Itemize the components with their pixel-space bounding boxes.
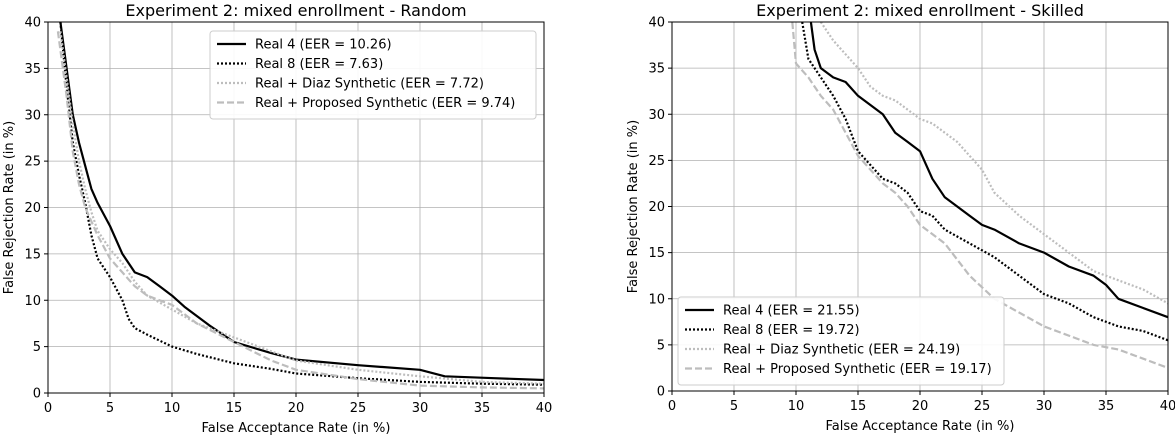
- skilled-chart: 0 5 10 15 20 25 30 35 40 0 5 10 15 20 25 30 35 40 Experime…: [626, 1, 1175, 434]
- chart1-y-tick-label: 35: [648, 62, 665, 77]
- chart0-x-tick-label: 5: [106, 401, 114, 416]
- chart1-y-tick-label: 10: [648, 292, 665, 307]
- chart0-y-tick-label: 0: [33, 387, 41, 402]
- chart0-x-axis-label: False Acceptance Rate (in %): [202, 421, 391, 435]
- chart1-x-tick-label: 5: [730, 399, 738, 414]
- chart1-legend-label-0: Real 4 (EER = 21.55): [723, 304, 860, 319]
- chart0-x-tick-label: 0: [44, 401, 52, 416]
- chart1-y-tick-label: 25: [648, 154, 665, 169]
- chart0-x-tick-label: 40: [536, 401, 553, 416]
- chart1-y-tick-label: 20: [648, 200, 665, 215]
- chart1-y-tick-label: 5: [657, 338, 665, 353]
- chart1-legend: Real 4 (EER = 21.55) Real 8 (EER = 19.72)…: [677, 296, 1005, 386]
- chart0-y-axis-label: False Rejection Rate (in %): [2, 121, 17, 294]
- chart0-legend-label-3: Real + Proposed Synthetic (EER = 9.74): [255, 96, 515, 111]
- chart1-series-line-3: [791, 22, 1168, 369]
- chart0-series-line-2: [59, 31, 544, 385]
- chart0-y-tick-label: 15: [24, 247, 41, 262]
- chart1-series-group: [791, 22, 1168, 369]
- chart1-x-tick-label: 35: [1098, 399, 1115, 414]
- chart0-y-tick-label: 30: [24, 108, 41, 123]
- chart1-series-line-0: [809, 22, 1168, 319]
- chart0-x-tick-label: 20: [288, 401, 305, 416]
- chart0-legend-label-1: Real 8 (EER = 7.63): [255, 57, 383, 72]
- chart0-x-tick-label: 35: [474, 401, 491, 416]
- chart0-series-line-0: [59, 22, 544, 382]
- chart0-y-tick-label: 35: [24, 62, 41, 77]
- chart1-x-tick-label: 0: [668, 399, 676, 414]
- chart0-y-tick-label: 5: [33, 340, 41, 355]
- chart1-x-tick-label: 40: [1160, 399, 1175, 414]
- chart0-legend-box: [209, 30, 537, 120]
- chart1-y-tick-label: 30: [648, 108, 665, 123]
- chart1-legend-box: [677, 296, 1005, 386]
- chart1-x-tick-label: 20: [912, 399, 929, 414]
- chart0-x-tick-label: 15: [226, 401, 243, 416]
- chart0-x-tick-label: 10: [164, 401, 181, 416]
- chart0-y-tick-label: 10: [24, 294, 41, 309]
- chart1-y-tick-label: 0: [657, 385, 665, 400]
- chart1-x-tick-label: 25: [974, 399, 991, 414]
- chart0-y-tick-label: 25: [24, 155, 41, 170]
- chart0-x-tick-label: 25: [350, 401, 367, 416]
- chart1-y-tick-label: 40: [648, 16, 665, 31]
- chart1-x-tick-label: 30: [1036, 399, 1053, 414]
- chart0-legend-label-2: Real + Diaz Synthetic (EER = 7.72): [255, 77, 484, 92]
- random-chart: 0 5 10 15 20 25 30 35 40 0 5 10 15 20 25 30 35 40 Experime…: [2, 1, 552, 435]
- chart0-y-tick-label: 40: [24, 16, 41, 31]
- chart0-y-tick-label: 20: [24, 201, 41, 216]
- chart0-legend-label-0: Real 4 (EER = 10.26): [255, 38, 392, 53]
- chart0-title: Experiment 2: mixed enrollment - Random: [125, 1, 466, 20]
- chart0-series-line-3: [56, 31, 544, 390]
- chart1-x-axis-label: False Acceptance Rate (in %): [826, 419, 1015, 434]
- chart0-x-tick-label: 30: [412, 401, 429, 416]
- chart1-legend-label-2: Real + Diaz Synthetic (EER = 24.19): [723, 343, 960, 358]
- chart1-series-line-1: [801, 22, 1168, 342]
- chart1-y-tick-label: 15: [648, 246, 665, 261]
- chart1-legend-label-1: Real 8 (EER = 19.72): [723, 323, 860, 338]
- chart1-x-tick-label: 15: [850, 399, 867, 414]
- chart1-y-axis-label: False Rejection Rate (in %): [626, 120, 641, 293]
- chart0-series-group: [56, 22, 544, 390]
- chart0-legend: Real 4 (EER = 10.26) Real 8 (EER = 7.63) R…: [209, 30, 537, 120]
- chart1-title: Experiment 2: mixed enrollment - Skilled: [756, 1, 1084, 20]
- chart1-legend-label-3: Real + Proposed Synthetic (EER = 19.17): [723, 362, 992, 377]
- chart1-x-tick-label: 10: [788, 399, 805, 414]
- chart1-series-line-2: [819, 22, 1168, 305]
